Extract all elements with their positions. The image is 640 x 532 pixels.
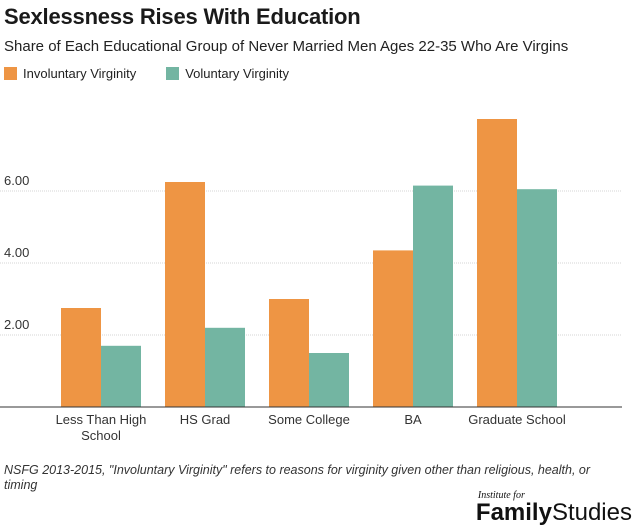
y-tick-label: 6.00 (4, 173, 29, 188)
chart-title: Sexlessness Rises With Education (4, 4, 361, 29)
legend-swatch-voluntary (166, 67, 180, 80)
legend-swatch-involuntary (4, 67, 17, 80)
legend-label-involuntary: Involuntary Virginity (23, 66, 137, 81)
bar-involuntary (477, 119, 517, 407)
x-tick-label: Graduate School (468, 412, 566, 427)
legend-item-involuntary: Involuntary Virginity (4, 66, 136, 81)
bar-involuntary (61, 308, 101, 407)
x-tick-label: Less Than High (56, 412, 147, 427)
x-tick-label: Some College (268, 412, 350, 427)
bar-involuntary (269, 299, 309, 407)
bar-involuntary (165, 182, 205, 407)
logo-tagline: Institute for (477, 490, 525, 501)
legend-item-voluntary: Voluntary Virginity (166, 66, 289, 81)
logo-wordmark: FamilyStudies (476, 501, 632, 525)
institute-logo: Institute for FamilyStudies (476, 490, 632, 525)
legend-label-voluntary: Voluntary Virginity (185, 66, 290, 81)
footnote: NSFG 2013-2015, "Involuntary Virginity" … (4, 463, 591, 492)
bar-involuntary (373, 250, 413, 407)
bar-voluntary (101, 345, 141, 407)
bar-voluntary (205, 327, 245, 407)
legend: Involuntary Virginity Voluntary Virginit… (4, 66, 319, 81)
y-tick-label: 2.00 (4, 317, 29, 332)
bar-voluntary (517, 189, 557, 407)
x-tick-label: School (81, 428, 121, 443)
x-tick-label: BA (404, 412, 422, 427)
bar-voluntary (413, 185, 453, 407)
logo-word-family: Family (475, 499, 552, 526)
x-tick-label: HS Grad (180, 412, 231, 427)
y-tick-label: 4.00 (4, 245, 29, 260)
chart-subtitle: Share of Each Educational Group of Never… (4, 38, 569, 55)
logo-word-studies: Studies (551, 499, 632, 526)
bar-voluntary (309, 353, 349, 407)
